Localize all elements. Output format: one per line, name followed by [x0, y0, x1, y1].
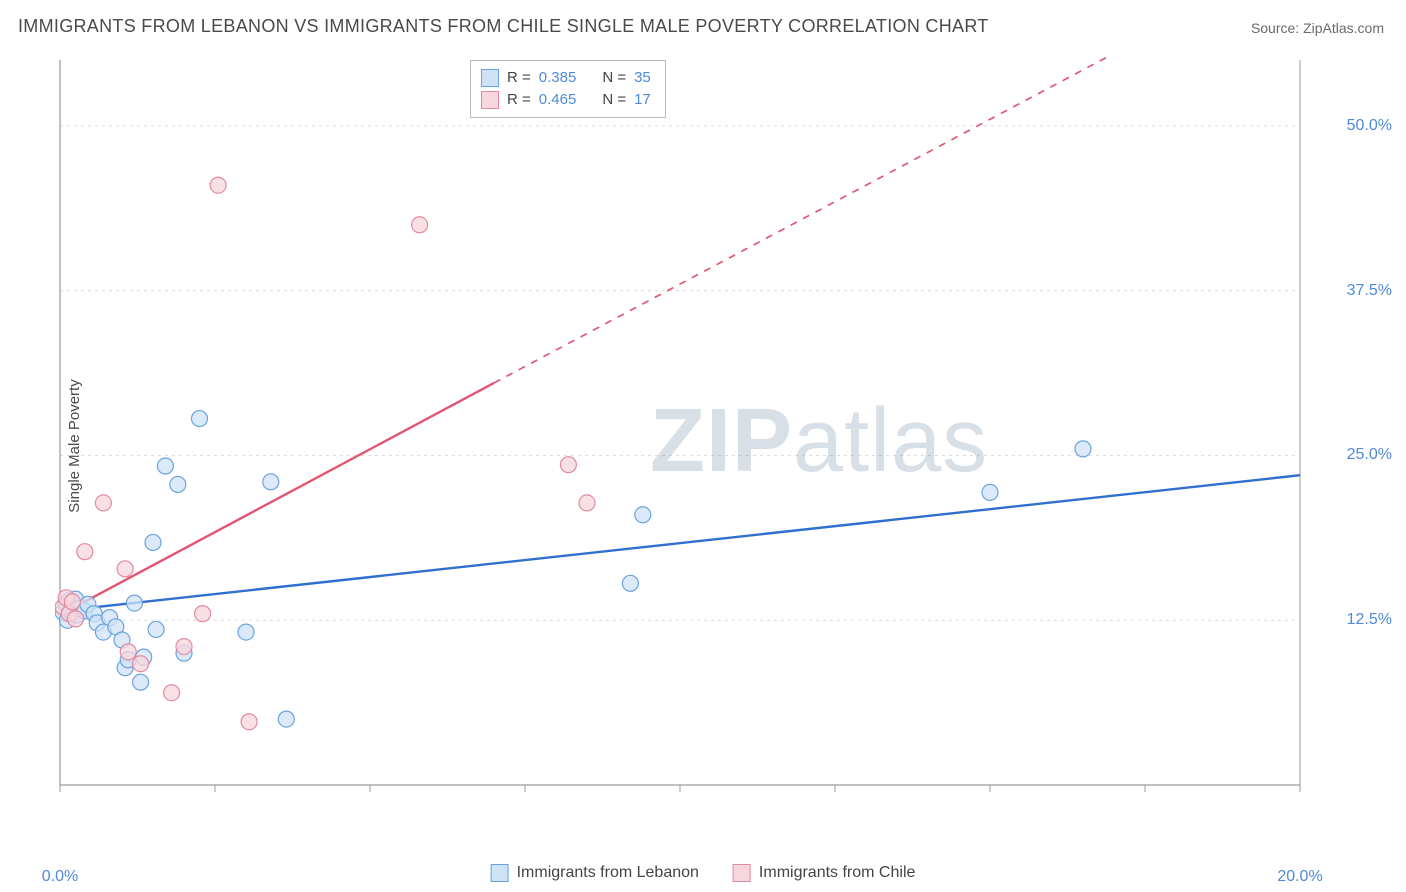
x-tick-label: 20.0%	[1277, 868, 1322, 886]
legend-item-label: Immigrants from Chile	[759, 864, 915, 882]
legend-item: Immigrants from Chile	[733, 864, 915, 882]
y-tick-label: 50.0%	[1347, 117, 1392, 135]
legend-r-value: 0.385	[539, 67, 577, 89]
legend-swatch-icon	[481, 69, 499, 87]
legend-stats: R = 0.385 N = 35 R = 0.465 N = 17	[470, 60, 666, 118]
legend-n-value: 17	[634, 89, 651, 111]
legend-item: Immigrants from Lebanon	[491, 864, 699, 882]
y-tick-label: 37.5%	[1347, 282, 1392, 300]
legend-swatch-icon	[733, 864, 751, 882]
legend-swatch-icon	[491, 864, 509, 882]
legend-item-label: Immigrants from Lebanon	[517, 864, 699, 882]
chart-title: IMMIGRANTS FROM LEBANON VS IMMIGRANTS FR…	[18, 16, 989, 37]
legend-n-value: 35	[634, 67, 651, 89]
legend-stats-row: R = 0.465 N = 17	[481, 89, 651, 111]
legend-n-label: N =	[602, 67, 626, 89]
legend-r-label: R =	[507, 67, 531, 89]
chart-svg	[55, 55, 1355, 825]
legend-n-label: N =	[602, 89, 626, 111]
y-tick-label: 12.5%	[1347, 611, 1392, 629]
y-tick-label: 25.0%	[1347, 446, 1392, 464]
legend-swatch-icon	[481, 91, 499, 109]
legend-r-value: 0.465	[539, 89, 577, 111]
legend-r-label: R =	[507, 89, 531, 111]
source-label: Source: ZipAtlas.com	[1251, 20, 1384, 36]
plot-area	[55, 55, 1355, 825]
x-tick-label: 0.0%	[42, 868, 78, 886]
legend-series: Immigrants from Lebanon Immigrants from …	[491, 864, 916, 882]
legend-stats-row: R = 0.385 N = 35	[481, 67, 651, 89]
